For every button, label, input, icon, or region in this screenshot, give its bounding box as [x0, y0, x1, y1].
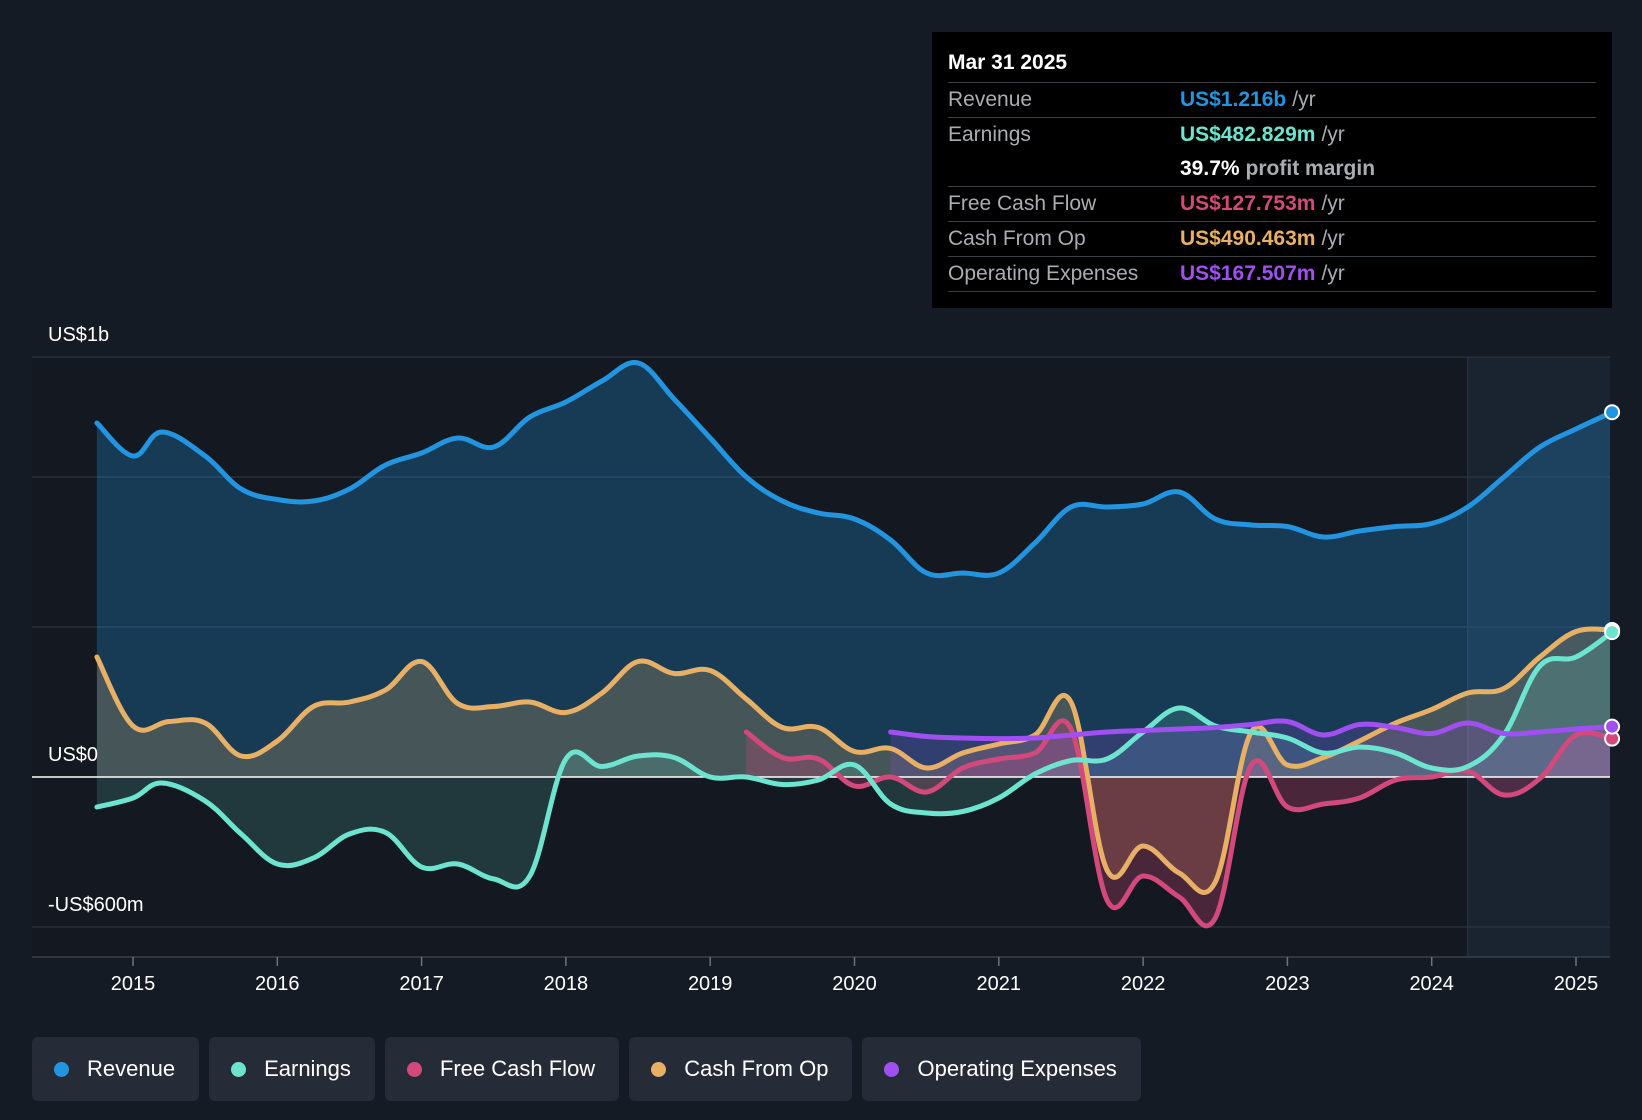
x-tick-label: 2016	[255, 973, 300, 995]
legend-label: Operating Expenses	[917, 1056, 1117, 1081]
gridlines	[32, 356, 1610, 957]
x-tick-label: 2024	[1409, 973, 1454, 995]
series-end-markers	[1604, 404, 1621, 747]
x-tick-label: 2025	[1554, 973, 1599, 995]
legend-item-operating-expenses[interactable]: Operating Expenses	[862, 1037, 1141, 1101]
tooltip-margin-text: profit margin	[1245, 157, 1376, 180]
y-axis-labels: US$1b US$0 -US$600m	[48, 324, 144, 916]
tooltip-revenue-label: Revenue	[948, 88, 1033, 111]
tooltip-row-margin: 39.7% profit margin	[948, 152, 1596, 186]
tooltip-row-earnings: Earnings US$482.829m /yr	[948, 117, 1596, 152]
tooltip-unit: /yr	[1321, 262, 1345, 285]
cash-from-op-dot-icon	[651, 1061, 667, 1077]
tooltip-margin-value: 39.7%	[1180, 157, 1240, 180]
earnings-end-point	[1604, 624, 1621, 641]
legend-label: Earnings	[264, 1056, 351, 1081]
legend-item-earnings[interactable]: Earnings	[209, 1037, 375, 1101]
y-axis-label: US$0	[48, 744, 98, 766]
x-tick-label: 2020	[832, 973, 877, 995]
free-cash-flow-area	[746, 720, 1610, 926]
x-tick-label: 2022	[1121, 973, 1166, 995]
series-areas	[96, 362, 1610, 926]
tooltip-row-opex: Operating Expenses US$167.507m /yr	[948, 256, 1596, 292]
legend-item-cash-from-op[interactable]: Cash From Op	[629, 1037, 853, 1101]
series-lines	[94, 360, 1615, 929]
plot-background	[32, 357, 1610, 957]
x-tick-label: 2023	[1265, 973, 1310, 995]
tooltip-row-revenue: Revenue US$1.216b /yr	[948, 82, 1596, 117]
tooltip-row-cfo: Cash From Op US$490.463m /yr	[948, 221, 1596, 256]
tooltip-unit: /yr	[1321, 227, 1345, 250]
x-axis: 2015 2016 2017 2018 2019 2020 2021 2022 2023 2024…	[111, 957, 1599, 995]
tooltip-revenue-value: US$1.216b	[1180, 88, 1287, 111]
x-tick-label: 2015	[111, 973, 156, 995]
data-tooltip: Mar 31 2025 Revenue US$1.216b /yr Earnin…	[932, 32, 1612, 308]
earnings-dot-icon	[231, 1061, 247, 1077]
legend-label: Revenue	[87, 1056, 176, 1081]
legend-label: Cash From Op	[684, 1056, 829, 1081]
y-axis-label: -US$600m	[48, 894, 144, 916]
tooltip-row-fcf: Free Cash Flow US$127.753m /yr	[948, 186, 1596, 221]
tooltip-unit: /yr	[1321, 123, 1345, 146]
earnings-line	[94, 629, 1615, 890]
tooltip-opex-value: US$167.507m	[1180, 262, 1316, 285]
legend-label: Free Cash Flow	[439, 1056, 596, 1081]
y-axis-label: US$1b	[48, 324, 109, 346]
legend-item-free-cash-flow[interactable]: Free Cash Flow	[384, 1037, 620, 1101]
revenue-end-point	[1604, 404, 1621, 421]
free-cash-flow-dot-icon	[406, 1061, 422, 1077]
earnings-area	[96, 633, 1610, 888]
legend-item-revenue[interactable]: Revenue	[32, 1037, 200, 1101]
operating-expenses-end-point	[1604, 718, 1621, 735]
tooltip-date: Mar 31 2025	[948, 51, 1068, 74]
chart-legend: Revenue Earnings Free Cash Flow Cash Fro…	[32, 1037, 1141, 1101]
operating-expenses-dot-icon	[884, 1061, 900, 1077]
tooltip-unit: /yr	[1292, 88, 1316, 111]
tooltip-fcf-value: US$127.753m	[1180, 192, 1316, 215]
tooltip-unit: /yr	[1321, 192, 1345, 215]
x-tick-label: 2019	[688, 973, 733, 995]
tooltip-earnings-label: Earnings	[948, 123, 1031, 146]
cash-from-op-area	[96, 628, 1610, 893]
revenue-area	[96, 362, 1610, 777]
x-tick-label: 2017	[399, 973, 444, 995]
tooltip-earnings-value: US$482.829m	[1180, 123, 1316, 146]
x-tick-label: 2021	[977, 973, 1022, 995]
tooltip-cfo-value: US$490.463m	[1180, 227, 1316, 250]
tooltip-cfo-label: Cash From Op	[948, 227, 1086, 250]
revenue-line	[94, 360, 1615, 579]
tooltip-fcf-label: Free Cash Flow	[948, 192, 1097, 215]
x-tick-label: 2018	[544, 973, 589, 995]
tooltip-opex-label: Operating Expenses	[948, 262, 1139, 285]
revenue-dot-icon	[54, 1061, 69, 1077]
operating-expenses-line	[888, 718, 1615, 742]
financial-chart: 2015 2016 2017 2018 2019 2020 2021 2022 2023 2024…	[32, 324, 1621, 995]
